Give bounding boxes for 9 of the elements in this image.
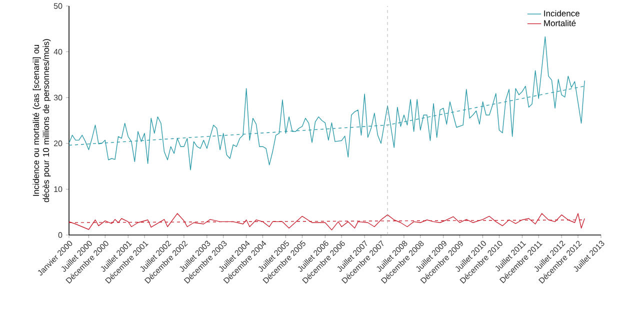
y-tick-label: 50 [54, 3, 62, 9]
y-tick-label: 30 [54, 94, 62, 100]
y-axis-title: Incidence ou mortalité (cas [scenarii] ou décès pour 10 millions de personnes/mois) [32, 39, 51, 202]
y-tick-label: 20 [54, 140, 62, 146]
y-tick-label: 0 [58, 232, 62, 238]
legend-label: Incidence [544, 10, 580, 16]
legend-label: Mortalité [544, 20, 576, 26]
y-tick-label: 40 [54, 48, 62, 55]
y-tick-label: 10 [54, 186, 62, 192]
